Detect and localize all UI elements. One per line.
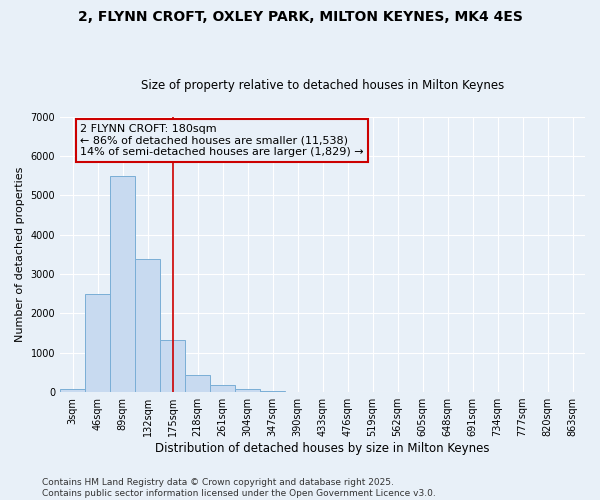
Bar [110,176,135,392]
Bar [185,375,210,392]
Title: Size of property relative to detached houses in Milton Keynes: Size of property relative to detached ho… [141,79,504,92]
Bar [235,388,260,392]
Bar [210,385,235,392]
Bar [160,340,185,392]
Y-axis label: Number of detached properties: Number of detached properties [15,166,25,342]
Text: Contains HM Land Registry data © Crown copyright and database right 2025.
Contai: Contains HM Land Registry data © Crown c… [42,478,436,498]
Text: 2, FLYNN CROFT, OXLEY PARK, MILTON KEYNES, MK4 4ES: 2, FLYNN CROFT, OXLEY PARK, MILTON KEYNE… [77,10,523,24]
Bar [260,390,285,392]
Bar [135,259,160,392]
Bar [60,389,85,392]
Bar [85,294,110,392]
X-axis label: Distribution of detached houses by size in Milton Keynes: Distribution of detached houses by size … [155,442,490,455]
Text: 2 FLYNN CROFT: 180sqm
← 86% of detached houses are smaller (11,538)
14% of semi-: 2 FLYNN CROFT: 180sqm ← 86% of detached … [80,124,364,157]
